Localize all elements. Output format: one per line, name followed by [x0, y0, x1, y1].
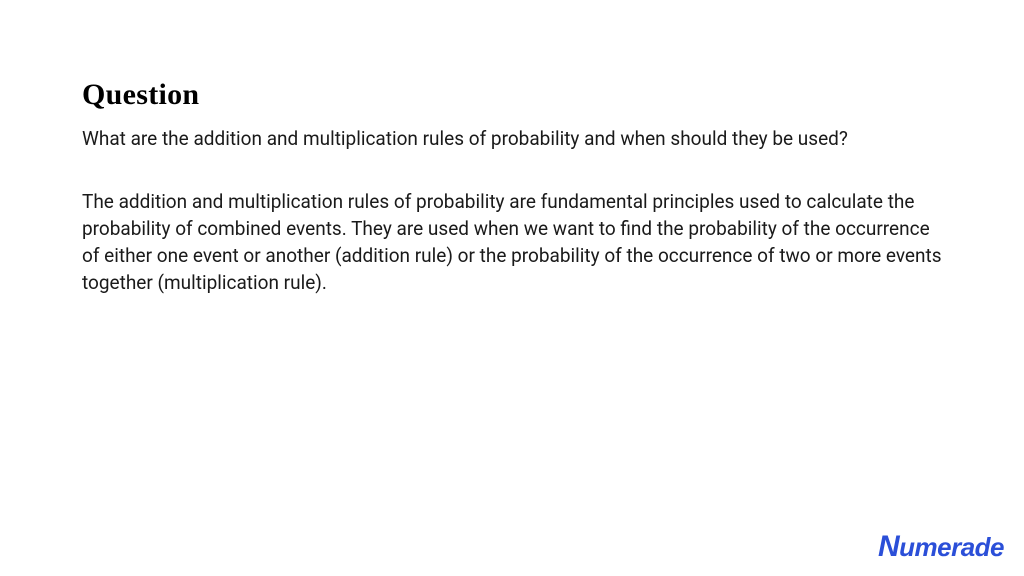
question-prompt: What are the addition and multiplication…	[82, 126, 942, 153]
brand-logo: Numerade	[878, 530, 1004, 564]
content-container: Question What are the addition and multi…	[0, 0, 1024, 296]
brand-name-rest: umerade	[899, 532, 1004, 562]
question-heading: Question	[82, 78, 942, 112]
answer-paragraph: The addition and multiplication rules of…	[82, 189, 942, 297]
